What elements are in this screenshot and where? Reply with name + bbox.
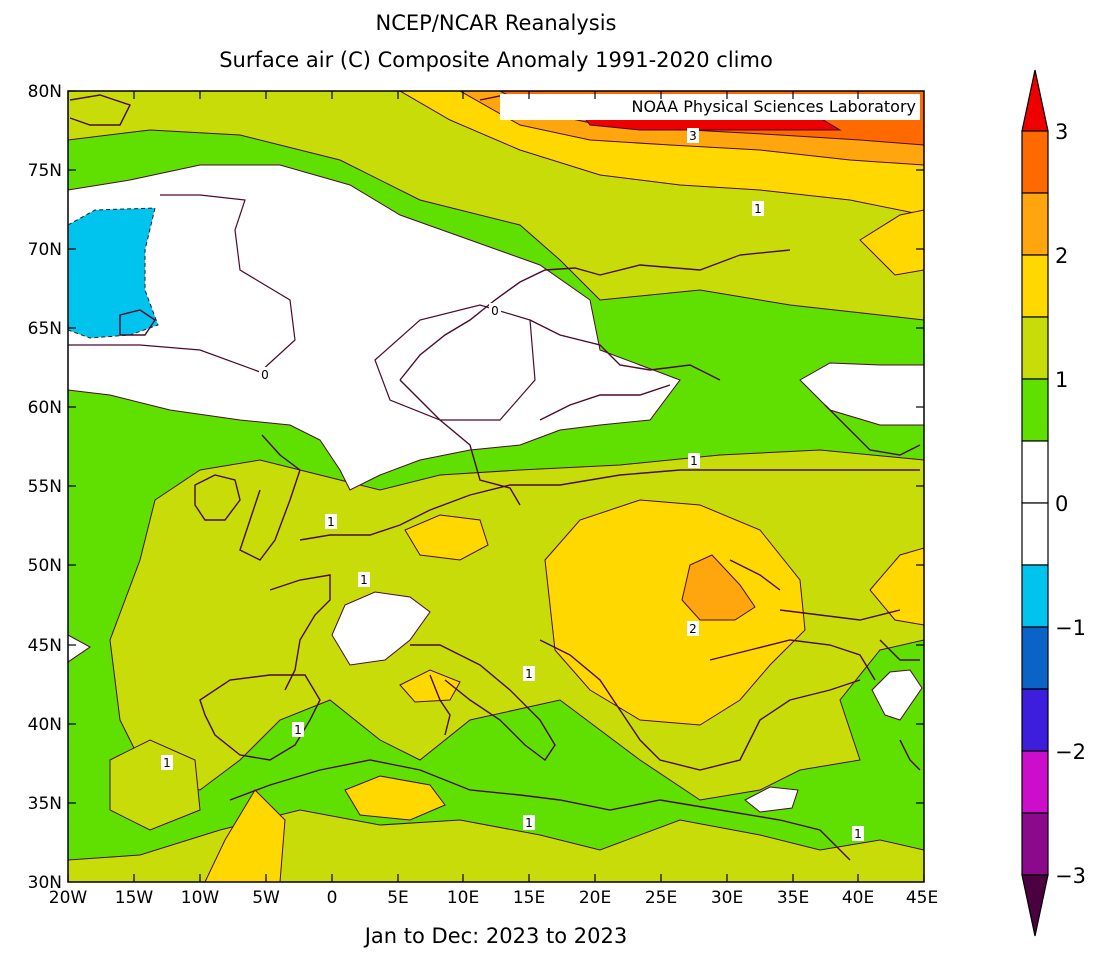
lat-tick-label: 55N <box>28 477 62 497</box>
contour-label: 1 <box>525 667 533 681</box>
colorbar-tick-label: 0 <box>1055 492 1068 516</box>
lat-tick-labels: 80N 75N 70N 65N 60N 55N 50N 45N 40N 35N … <box>28 82 62 893</box>
colorbar-segment-above-3 <box>1021 69 1049 132</box>
colorbar-tick-label: −2 <box>1055 740 1086 764</box>
colorbar-tick-label: 3 <box>1055 120 1068 144</box>
colorbar-segment-neg2-neg1p5 <box>1021 688 1049 752</box>
anomaly-fill-0-0p5-north-atlantic <box>68 164 681 491</box>
lon-tick-label: 15W <box>115 888 154 908</box>
contour-label: 1 <box>690 454 698 468</box>
colorbar-segment-neg1p5-neg1 <box>1021 626 1049 690</box>
zero-contour-scandinavia <box>374 304 536 421</box>
contour-label: 2 <box>689 622 697 636</box>
lon-tick-marks <box>67 91 925 882</box>
lon-tick-label: 15E <box>513 888 545 908</box>
colorbar-segment-below-neg3 <box>1021 874 1049 937</box>
credit-text: NOAA Physical Sciences Laboratory <box>632 97 916 116</box>
lon-tick-label: 0 <box>327 888 338 908</box>
anomaly-fill-2-2p5-ukraine <box>681 554 756 621</box>
colorbar-segment-neg1-neg0p5 <box>1021 564 1049 628</box>
lon-tick-label: 20E <box>579 888 611 908</box>
lat-tick-label: 35N <box>28 794 62 814</box>
lon-tick-label: 5W <box>252 888 280 908</box>
contour-label: 1 <box>163 756 171 770</box>
contour-label: 1 <box>754 202 762 216</box>
lon-tick-label: 45E <box>906 888 938 908</box>
lat-tick-label: 60N <box>28 398 62 418</box>
contour-label: 1 <box>360 573 368 587</box>
figure-title: NCEP/NCAR Reanalysis <box>376 11 617 35</box>
lon-tick-label: 20W <box>49 888 88 908</box>
lon-tick-label: 30E <box>711 888 743 908</box>
anomaly-fill-1-1p5-westsea <box>109 739 201 831</box>
anomaly-fill-0-0p5-atlantic <box>68 634 91 663</box>
anomaly-fill-neg1-neg0p5-greenland-sea <box>68 207 159 339</box>
contour-label: 1 <box>294 723 302 737</box>
anomaly-fill-0-0p5-russia <box>799 362 924 426</box>
credit-box <box>500 94 920 120</box>
anomaly-fill-1p5-2-morocco <box>204 789 286 882</box>
lon-tick-label: 40E <box>842 888 874 908</box>
anomaly-fill-0-0p5-caucasus <box>871 669 923 721</box>
colorbar-segment-2p5-3 <box>1021 130 1049 194</box>
anomaly-fill-0-0p5-cyprus <box>744 786 799 813</box>
colorbar-segment-1-1p5 <box>1021 316 1049 380</box>
coastlines <box>69 94 921 861</box>
figure-subtitle: Surface air (C) Composite Anomaly 1991-2… <box>219 48 773 72</box>
lon-tick-labels: 20W 15W 10W 5W 0 5E 10E 15E 20E 25E 30E … <box>49 888 938 908</box>
anomaly-fill-1p5-2-france <box>404 514 489 561</box>
contour-label: 3 <box>689 129 697 143</box>
anomaly-fill-1p5-2-northeast <box>859 209 924 276</box>
lat-tick-label: 80N <box>28 82 62 102</box>
colorbar-segment-0p5-1 <box>1021 378 1049 442</box>
contour-label: 1 <box>854 827 862 841</box>
lat-tick-label: 65N <box>28 319 62 339</box>
colorbar-segment-neg3-neg2p5 <box>1021 812 1049 876</box>
lat-tick-label: 75N <box>28 161 62 181</box>
contour-label: 1 <box>327 515 335 529</box>
colorbar-segment-0-0p5 <box>1021 440 1049 504</box>
date-range-footer: Jan to Dec: 2023 to 2023 <box>363 924 628 948</box>
lon-tick-label: 25E <box>645 888 677 908</box>
anomaly-fill-1p5-2-east-europe <box>544 499 806 726</box>
contour-label: 1 <box>525 816 533 830</box>
colorbar-tick-label: −3 <box>1055 864 1086 888</box>
anomaly-fill-1p5-2-italy <box>399 669 461 703</box>
colorbar-tick-label: 2 <box>1055 244 1068 268</box>
colorbar-segment-neg2p5-neg2 <box>1021 750 1049 814</box>
lon-tick-label: 35E <box>777 888 809 908</box>
lat-tick-marks <box>68 90 924 804</box>
lon-tick-label: 5E <box>387 888 409 908</box>
lat-tick-label: 45N <box>28 636 62 656</box>
colorbar-tick-label: 1 <box>1055 368 1068 392</box>
lat-tick-label: 40N <box>28 715 62 735</box>
colorbar-tick-label: −1 <box>1055 616 1086 640</box>
lon-tick-label: 10E <box>447 888 479 908</box>
lat-tick-label: 30N <box>28 873 62 893</box>
colorbar: 3 2 1 0 −1 −2 −3 <box>1021 69 1086 937</box>
lat-tick-label: 70N <box>28 240 62 260</box>
anomaly-fill-1p5-2-north-africa <box>344 775 446 821</box>
anomaly-fill-1p5-2-caspian <box>869 547 924 626</box>
colorbar-segment-1p5-2 <box>1021 254 1049 318</box>
colorbar-segment-2-2p5 <box>1021 192 1049 256</box>
contour-label: 0 <box>491 304 499 318</box>
colorbar-segment-neg0p5-0 <box>1021 502 1049 566</box>
contour-labels: 3 1 0 0 1 1 1 2 1 1 1 1 1 <box>161 128 864 841</box>
contour-label: 0 <box>261 368 269 382</box>
lat-tick-label: 50N <box>28 556 62 576</box>
lon-tick-label: 10W <box>181 888 220 908</box>
anomaly-fill-0-0p5-alps <box>331 591 431 666</box>
zero-contour-atlantic <box>68 194 296 373</box>
map-plot-area: NOAA Physical Sciences Laboratory 3 1 0 … <box>68 91 924 882</box>
